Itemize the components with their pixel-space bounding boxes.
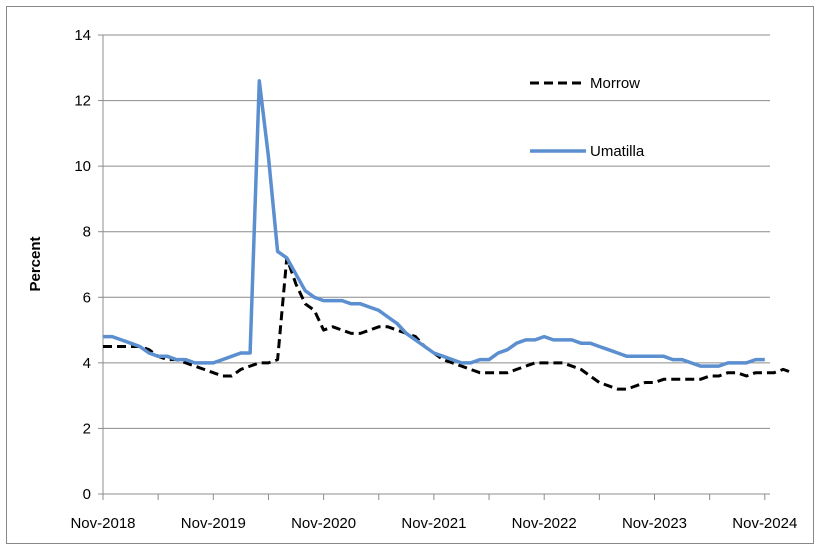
x-tick-label: Nov-2023 bbox=[622, 515, 687, 532]
legend-label-morrow: Morrow bbox=[590, 75, 640, 92]
series-lines bbox=[103, 79, 793, 391]
y-tick-label: 2 bbox=[83, 420, 91, 437]
y-tick-label: 6 bbox=[83, 289, 91, 306]
y-tick-label: 14 bbox=[74, 27, 91, 44]
x-tick-label: Nov-2021 bbox=[401, 515, 466, 532]
y-tick-label: 8 bbox=[83, 224, 91, 241]
x-tick-label: Nov-2022 bbox=[512, 515, 577, 532]
axes: 0 2 4 6 8 10 12 14 Nov-2018 Nov-2019 Nov-2020 Nov-2… bbox=[70, 27, 797, 532]
y-tick-label: 12 bbox=[74, 93, 91, 110]
x-tick-label: Nov-2024 bbox=[732, 515, 797, 532]
y-tick-label: 10 bbox=[74, 158, 91, 175]
series-line-morrow bbox=[103, 256, 793, 391]
y-axis-title: Percent bbox=[27, 236, 44, 291]
series-line-umatilla bbox=[103, 79, 765, 368]
x-tick-label: Nov-2019 bbox=[181, 515, 246, 532]
chart-frame bbox=[6, 6, 814, 544]
legend: Morrow Umatilla bbox=[530, 75, 645, 160]
x-tick-label: Nov-2018 bbox=[70, 515, 135, 532]
y-tick-label: 4 bbox=[83, 355, 91, 372]
legend-label-umatilla: Umatilla bbox=[590, 143, 645, 160]
x-tick-label: Nov-2020 bbox=[291, 515, 356, 532]
y-tick-label: 0 bbox=[83, 486, 91, 503]
